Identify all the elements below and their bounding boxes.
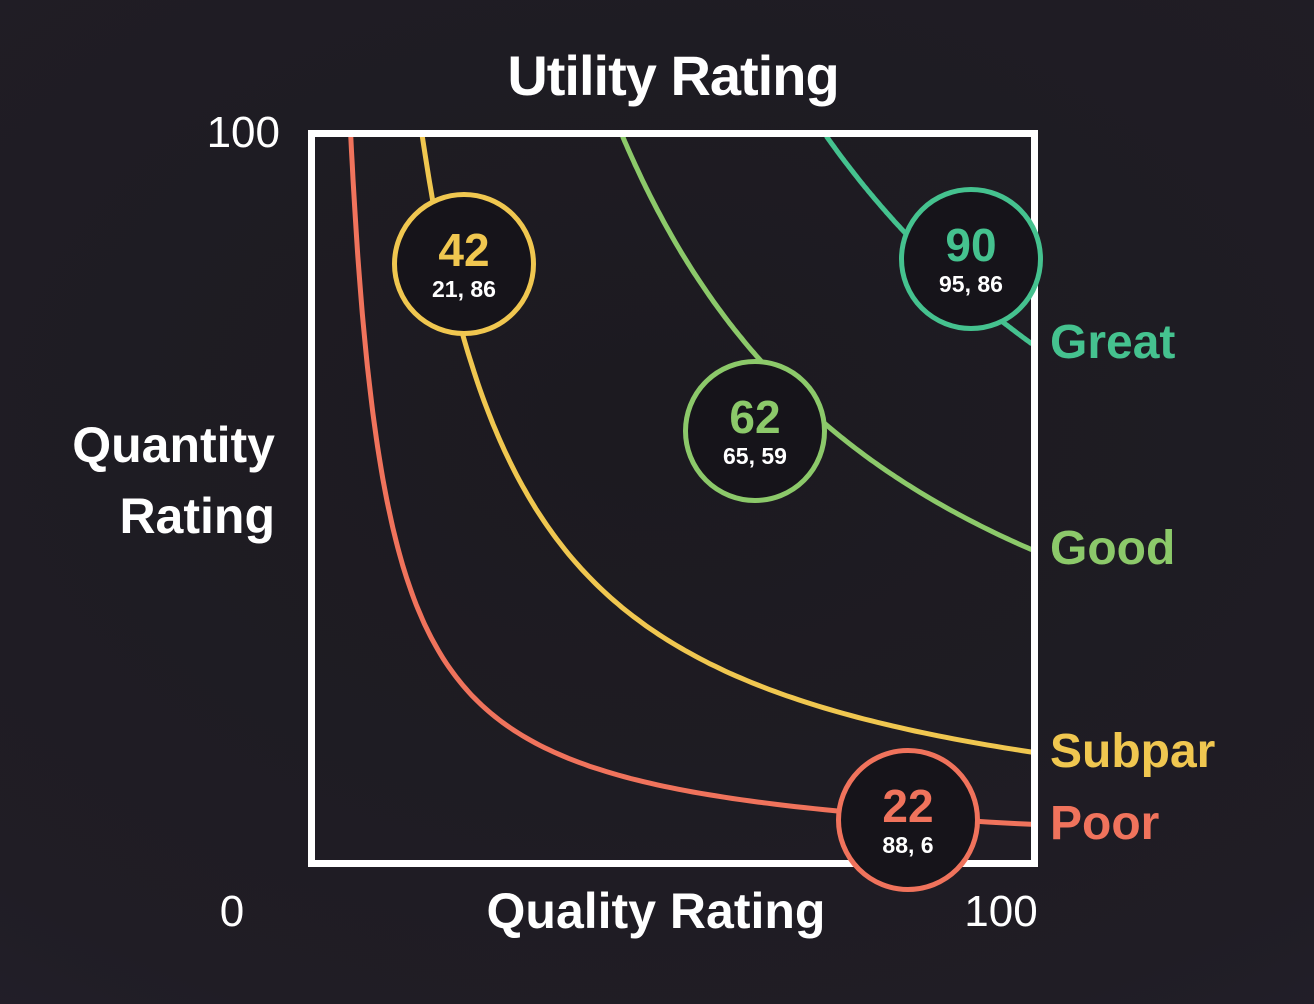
curve-label-subpar: Subpar <box>1050 724 1216 778</box>
curve-label-good: Good <box>1050 522 1176 576</box>
point-coordinates: 65, 59 <box>723 443 787 469</box>
y-axis-title-line1: Quantity <box>72 417 275 473</box>
data-point-good: 62 65, 59 <box>683 359 827 503</box>
chart-title: Utility Rating <box>507 44 839 107</box>
curve-label-great: Great <box>1050 316 1176 370</box>
y-axis-title: Quantity Rating <box>30 410 275 552</box>
plot-border <box>308 130 1038 867</box>
x-axis-title: Quality Rating <box>486 883 826 939</box>
utility-value: 62 <box>729 391 781 443</box>
utility-value: 22 <box>882 780 934 832</box>
data-point-subpar: 42 21, 86 <box>392 192 536 336</box>
utility-value: 90 <box>945 219 997 271</box>
data-point-great: 90 95, 86 <box>899 187 1043 331</box>
utility-value: 42 <box>438 224 490 276</box>
y-axis-max-tick: 100 <box>206 108 280 157</box>
curve-label-poor: Poor <box>1050 797 1160 851</box>
point-coordinates: 88, 6 <box>882 832 934 858</box>
x-axis-max-tick: 100 <box>964 887 1038 936</box>
y-axis-title-line2: Rating <box>119 488 275 544</box>
point-coordinates: 21, 86 <box>432 276 496 302</box>
x-axis-min-tick: 0 <box>219 887 245 936</box>
data-point-poor: 22 88, 6 <box>836 748 980 892</box>
point-coordinates: 95, 86 <box>939 271 1003 297</box>
indifference-curve-poor <box>348 134 1034 827</box>
